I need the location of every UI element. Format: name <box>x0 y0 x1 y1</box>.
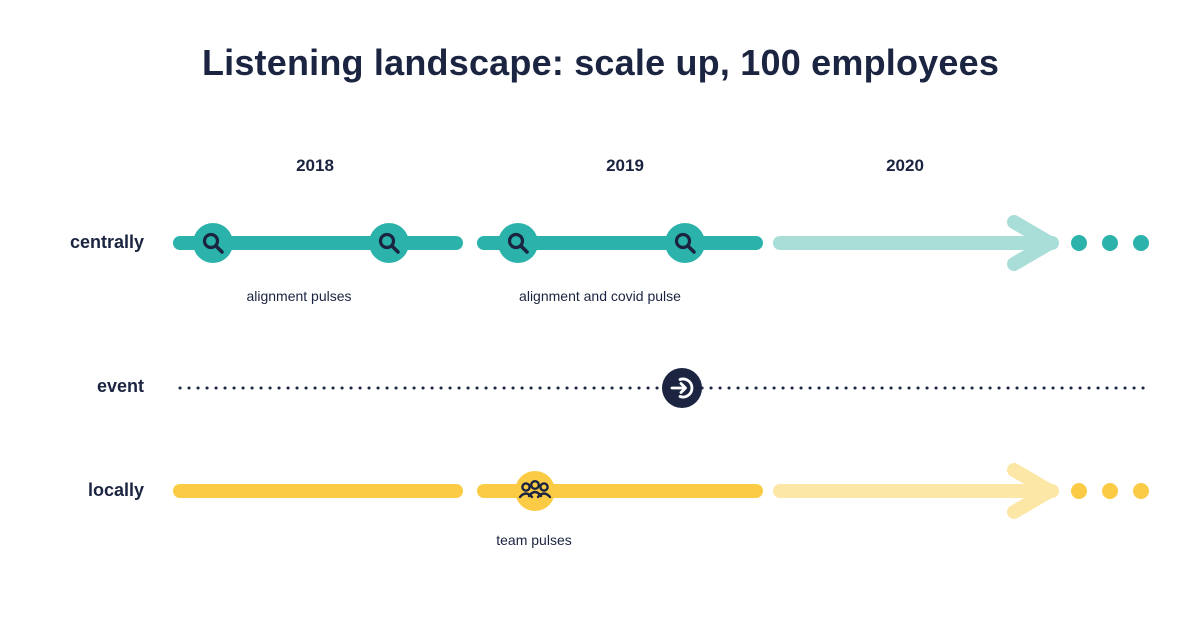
row-label-centrally: centrally <box>69 232 144 252</box>
local-track <box>173 463 1149 519</box>
year-2018: 2018 <box>296 156 334 175</box>
local-continue-dot <box>1071 483 1087 499</box>
central-continue-dot <box>1071 235 1087 251</box>
year-2020: 2020 <box>886 156 924 175</box>
page-title: Listening landscape: scale up, 100 emplo… <box>201 42 1000 83</box>
magnifier-icon <box>665 223 705 263</box>
event-track <box>178 368 1152 408</box>
central-track <box>173 215 1149 271</box>
magnifier-icon <box>193 223 233 263</box>
arrow-into-circle-icon <box>662 368 702 408</box>
local-arrow-head <box>1007 463 1057 519</box>
caption-alignment-pulses: alignment pulses <box>246 288 352 304</box>
central-continue-dot <box>1102 235 1118 251</box>
row-label-locally: locally <box>87 480 144 500</box>
caption-team-pulses: team pulses <box>496 532 572 548</box>
caption-alignment-covid-pulse: alignment and covid pulse <box>519 288 681 304</box>
central-arrow-head <box>1007 215 1057 271</box>
local-continue-dot <box>1133 483 1149 499</box>
local-continue-dot <box>1102 483 1118 499</box>
row-label-event: event <box>96 376 144 396</box>
central-continue-dot <box>1133 235 1149 251</box>
magnifier-icon <box>369 223 409 263</box>
magnifier-icon <box>498 223 538 263</box>
year-2019: 2019 <box>606 156 644 175</box>
team-people-icon <box>515 471 555 511</box>
